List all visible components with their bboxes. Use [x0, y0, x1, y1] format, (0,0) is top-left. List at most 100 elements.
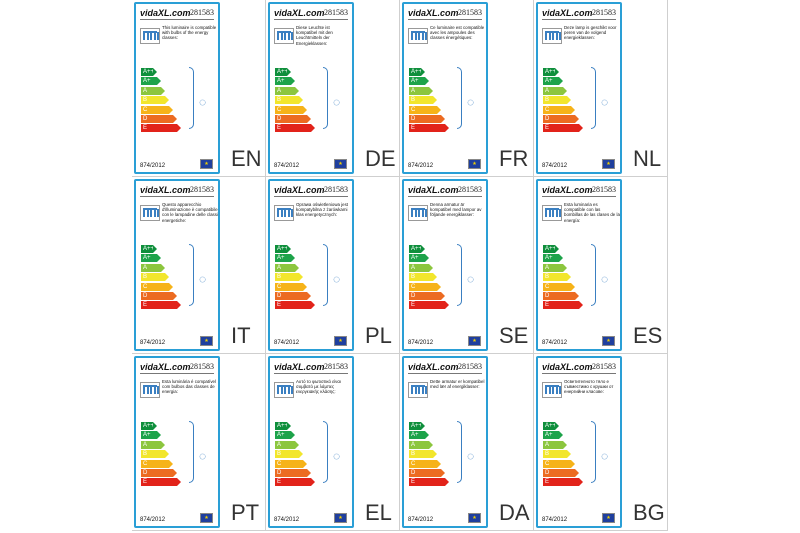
energy-class-bar: A+ — [409, 254, 429, 263]
vidaxl-logo: vidaXL.com — [140, 185, 191, 195]
bulb-icon: ◌ — [199, 272, 207, 286]
luminaire-icon — [140, 28, 160, 44]
energy-class-bar: B — [141, 450, 169, 459]
divider — [408, 19, 482, 20]
eu-flag-icon: ★ — [334, 159, 347, 169]
luminaire-icon — [274, 382, 294, 398]
language-code: DE — [365, 146, 396, 171]
bracket-icon — [591, 67, 596, 129]
eu-flag-icon: ★ — [200, 513, 213, 523]
energy-class-bar: A+ — [543, 254, 563, 263]
energy-class-bar: A++ — [543, 68, 559, 76]
energy-class-scale: A++ A+ A B C D E — [275, 68, 315, 134]
luminaire-icon — [408, 205, 428, 221]
energy-class-bar: B — [141, 273, 169, 282]
energy-class-bar: E — [141, 124, 181, 133]
energy-class-bar: C — [543, 282, 575, 291]
vidaxl-logo: vidaXL.com — [408, 8, 459, 18]
language-code: IT — [231, 323, 251, 348]
eu-flag-icon: ★ — [602, 159, 615, 169]
energy-class-bar: C — [543, 459, 575, 468]
energy-label-grid: vidaXL.com 281583 This luminaire is comp… — [132, 0, 668, 533]
product-code: 281583 — [324, 185, 348, 194]
energy-label: vidaXL.com 281583 Αυτό το φωτιστικό είνα… — [268, 356, 354, 528]
compatibility-text: Dette armatur er kompatibel med lær af e… — [430, 379, 485, 390]
energy-class-scale: A++ A+ A B C D E — [543, 422, 583, 488]
energy-class-bar: A+ — [141, 77, 161, 86]
energy-class-bar: B — [543, 96, 571, 105]
language-code: ES — [633, 323, 663, 348]
energy-class-bar: D — [275, 291, 311, 300]
product-code: 281583 — [190, 362, 214, 371]
vidaxl-logo: vidaXL.com — [140, 8, 191, 18]
energy-class-bar: E — [409, 478, 449, 487]
energy-class-bar: C — [275, 105, 307, 114]
bracket-icon — [457, 421, 462, 483]
energy-class-bar: A — [543, 440, 567, 449]
vidaxl-logo: vidaXL.com — [274, 8, 325, 18]
energy-label: vidaXL.com 281583 Deze lamp is geschikt … — [536, 2, 622, 174]
energy-class-bar: E — [275, 301, 315, 310]
bracket-icon — [591, 421, 596, 483]
energy-class-bar: B — [275, 450, 303, 459]
energy-class-bar: A++ — [543, 422, 559, 430]
divider — [408, 373, 482, 374]
vidaxl-logo: vidaXL.com — [274, 185, 325, 195]
energy-class-bar: B — [275, 273, 303, 282]
energy-class-bar: D — [543, 291, 579, 300]
divider — [274, 196, 348, 197]
divider — [408, 196, 482, 197]
product-code: 281583 — [190, 185, 214, 194]
energy-class-bar: A — [275, 86, 299, 95]
eu-flag-icon: ★ — [602, 336, 615, 346]
compatibility-text: Esta luminaria es compatible con las bom… — [564, 202, 620, 223]
energy-class-bar: B — [409, 450, 437, 459]
regulation-number: 874/2012 — [542, 517, 568, 523]
language-code: BG — [633, 500, 665, 525]
energy-class-bar: C — [543, 105, 575, 114]
energy-class-bar: B — [543, 450, 571, 459]
energy-class-bar: E — [543, 124, 583, 133]
energy-class-scale: A++ A+ A B C D E — [409, 245, 449, 311]
energy-class-bar: A+ — [141, 254, 161, 263]
bracket-icon — [323, 421, 328, 483]
luminaire-icon — [140, 382, 160, 398]
eu-flag-icon: ★ — [334, 336, 347, 346]
energy-class-bar: A+ — [141, 431, 161, 440]
divider — [274, 373, 348, 374]
energy-class-bar: B — [141, 96, 169, 105]
vidaxl-logo: vidaXL.com — [408, 185, 459, 195]
regulation-number: 874/2012 — [408, 340, 434, 346]
bracket-icon — [189, 421, 194, 483]
vidaxl-logo: vidaXL.com — [542, 362, 593, 372]
energy-class-bar: A++ — [275, 68, 291, 76]
divider — [274, 19, 348, 20]
energy-label: vidaXL.com 281583 This luminaire is comp… — [134, 2, 220, 174]
eu-flag-icon: ★ — [468, 159, 481, 169]
energy-class-bar: C — [409, 105, 441, 114]
energy-class-bar: C — [275, 282, 307, 291]
product-code: 281583 — [324, 8, 348, 17]
energy-label: vidaXL.com 281583 Questo apparecchio d'i… — [134, 179, 220, 351]
divider — [140, 19, 214, 20]
energy-class-bar: E — [409, 124, 449, 133]
energy-class-bar: A — [141, 86, 165, 95]
energy-class-bar: A++ — [409, 245, 425, 253]
energy-class-bar: A — [275, 263, 299, 272]
energy-class-bar: B — [543, 273, 571, 282]
vidaxl-logo: vidaXL.com — [274, 362, 325, 372]
energy-class-bar: A+ — [543, 77, 563, 86]
eu-flag-icon: ★ — [334, 513, 347, 523]
product-code: 281583 — [592, 362, 616, 371]
luminaire-icon — [274, 28, 294, 44]
bulb-icon: ◌ — [467, 449, 475, 463]
energy-class-bar: A — [409, 86, 433, 95]
regulation-number: 874/2012 — [274, 163, 300, 169]
energy-label-cell-el: vidaXL.com 281583 Αυτό το φωτιστικό είνα… — [266, 354, 400, 531]
energy-class-bar: A++ — [141, 422, 157, 430]
energy-class-scale: A++ A+ A B C D E — [409, 422, 449, 488]
energy-class-bar: A — [141, 440, 165, 449]
energy-class-bar: A++ — [275, 245, 291, 253]
energy-class-bar: A++ — [141, 245, 157, 253]
energy-class-bar: E — [543, 478, 583, 487]
